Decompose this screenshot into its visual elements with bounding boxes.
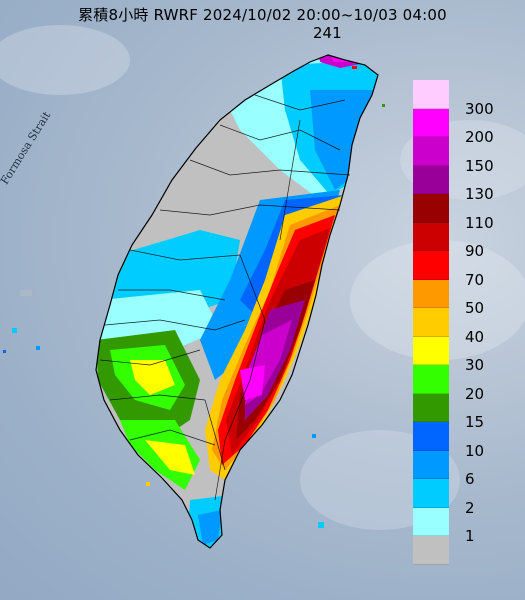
legend-label: 30	[465, 356, 485, 374]
legend-label: 50	[465, 299, 485, 317]
legend-swatch	[413, 393, 449, 422]
county-boundaries	[99, 94, 351, 501]
legend-swatch	[413, 450, 449, 479]
legend-label: 200	[465, 128, 494, 146]
legend-swatch	[413, 251, 449, 280]
legend-swatch	[413, 108, 449, 137]
legend-swatch	[413, 80, 449, 109]
legend-swatch	[413, 479, 449, 508]
rainfall-legend: 300 200 150 130 110 90 70 50 40 30 20 15 10 6 2 1	[413, 80, 523, 570]
legend-label: 2	[465, 498, 475, 517]
legend-swatch	[413, 279, 449, 308]
legend-swatch	[413, 308, 449, 337]
legend-swatch	[413, 422, 449, 451]
legend-label: 10	[465, 441, 485, 460]
legend-label: 150	[465, 156, 494, 175]
legend-swatch	[413, 194, 449, 223]
map-title: 累積8小時 RWRF 2024/10/02 20:00~10/03 04:00	[78, 6, 447, 24]
legend-swatch	[413, 165, 449, 194]
legend-label: 1	[465, 527, 475, 545]
legend-label: 70	[465, 270, 485, 289]
max-value-label: 241	[313, 24, 342, 42]
legend-label: 90	[465, 242, 485, 260]
legend-label: 40	[465, 327, 485, 346]
legend-swatch	[413, 507, 449, 536]
legend-label: 15	[465, 413, 485, 431]
legend-label: 300	[465, 99, 494, 118]
legend-label: 130	[465, 185, 494, 203]
legend-label: 110	[465, 213, 494, 232]
legend-label: 20	[465, 384, 485, 403]
outlying-islands	[3, 66, 385, 528]
legend-swatch	[413, 536, 449, 565]
legend-swatch	[413, 222, 449, 251]
legend-label: 6	[465, 470, 475, 488]
legend-swatch	[413, 137, 449, 166]
legend-swatch	[413, 336, 449, 365]
legend-swatch	[413, 365, 449, 394]
